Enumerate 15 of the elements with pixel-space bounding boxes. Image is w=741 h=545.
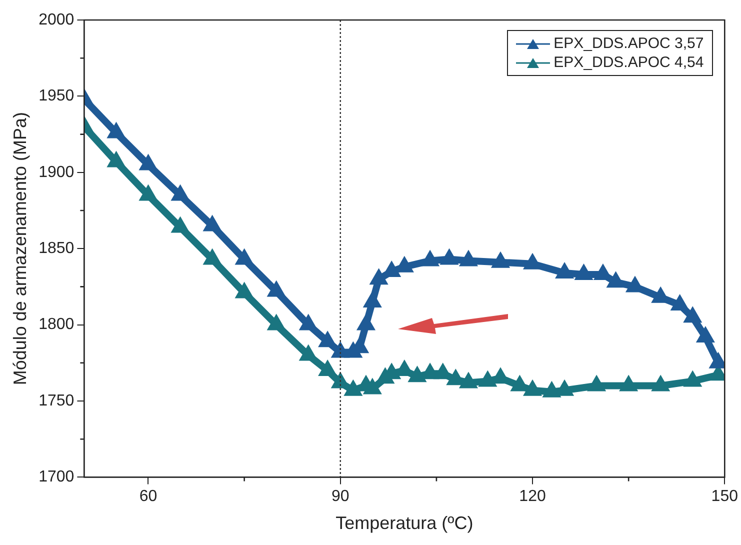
legend-label: EPX_DDS.APOC 4,54 [554,53,704,72]
y-tick-label: 1700 [38,468,74,486]
x-tick-label: 150 [711,488,738,506]
y-tick-label: 1750 [38,392,74,410]
x-axis-title: Temperatura (ºC) [336,513,474,534]
x-tick-label: 120 [519,488,546,506]
x-tick-label: 90 [331,488,350,506]
x-tick-label: 60 [139,488,158,506]
y-axis-title: Módulo de armazenamento (MPa) [10,112,30,386]
y-tick-label: 1850 [38,240,74,258]
y-tick-label: 1950 [38,88,74,105]
y-tick-label: 1800 [38,316,74,334]
y-tick-label: 2000 [38,11,74,28]
legend-label: EPX_DDS.APOC 3,57 [554,34,704,53]
y-tick-label: 1900 [38,164,74,181]
